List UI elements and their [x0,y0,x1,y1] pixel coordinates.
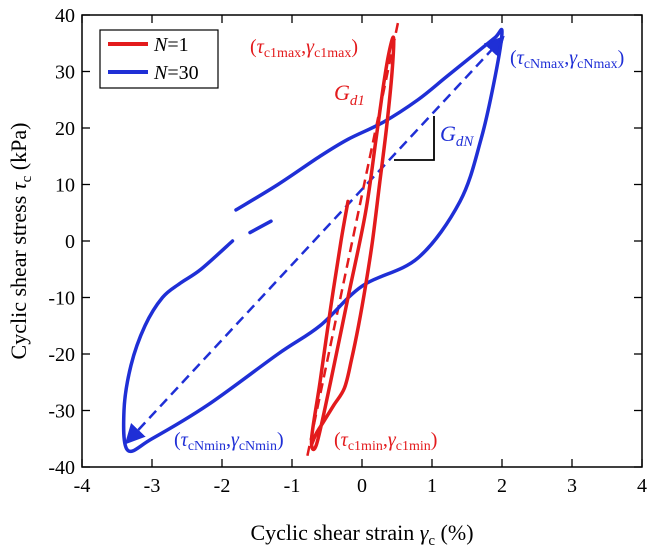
annot-red-min-close: ) [431,429,438,451]
x-tick-label: -4 [74,475,91,497]
annot-blue-min-close: ) [277,429,284,451]
y-tick-label: 30 [55,62,75,84]
annot-red-max-gamma-sub: c1max [314,46,351,61]
annotation-gd1: Gd1 [334,80,365,109]
annot-blue-min-open: ( [174,429,181,451]
annot-blue-min-sep: , [226,429,231,451]
x-tick-labels: -4 -3 -2 -1 0 1 2 3 4 [74,475,647,497]
y-tick-label: 20 [55,118,75,140]
x-axis-symbol: γ [420,520,430,545]
annot-blue-min-tau: τ [181,429,189,451]
annot-red-min-gamma: γ [388,429,397,451]
annot-red-max-tau: τ [257,36,265,58]
legend-n1-value: =1 [167,34,188,56]
annot-blue-min-gamma-sub: cNmin [239,439,277,454]
gd1-sub: d1 [350,93,365,109]
annot-red-max-open: ( [250,36,257,58]
annotation-red-max: (τc1max,γc1max) [250,36,358,61]
annotation-red-min: (τc1min,γc1min) [334,429,437,454]
x-axis-ticks [81,15,643,467]
y-axis-symbol-sub: c [19,175,35,182]
y-tick-labels: -40 -30 -20 -10 0 10 20 30 40 [48,5,75,479]
annot-blue-max-tau-sub: cNmax [524,57,564,72]
x-tick-label: 4 [637,475,647,497]
legend: N=1 N=30 [99,29,219,89]
annot-blue-max-sep: , [564,47,569,69]
annot-blue-max-gamma-sub: cNmax [577,57,617,72]
annot-blue-max-tau: τ [517,47,525,69]
x-tick-label: -2 [214,475,231,497]
legend-n1-symbol: N [153,34,169,56]
series-n30-loop [121,27,504,454]
y-axis-title: Cyclic shear stress τc (kPa) [6,123,35,360]
annot-red-min-open: ( [334,429,341,451]
y-tick-label: 40 [55,5,75,27]
annot-blue-min-tau-sub: cNmin [188,439,226,454]
annotation-gdn: GdN [440,121,474,150]
x-tick-label: 0 [357,475,367,497]
y-axis-ticks [82,14,642,468]
annot-blue-max-close: ) [618,47,625,69]
y-tick-label: -20 [48,344,75,366]
annot-blue-min-gamma: γ [231,429,240,451]
y-axis-symbol: τ [6,181,31,190]
series-n30-fragment [248,219,273,235]
x-axis-title-text: Cyclic shear strain [250,520,419,545]
series-n1-loop [309,35,396,452]
x-axis-unit: (%) [435,520,473,545]
slope-triangle [394,116,435,161]
x-tick-label: 2 [497,475,507,497]
x-axis-symbol-sub: c [428,533,435,549]
legend-box [99,29,219,89]
gdn-symbol: G [440,121,456,146]
y-tick-label: 0 [65,231,75,253]
legend-n30-value: =30 [167,62,198,84]
annot-red-min-tau-sub: c1min [348,439,383,454]
legend-label-n30: N=30 [153,62,199,84]
blue-dashed-secant-line [124,35,505,445]
annot-blue-max-open: ( [510,47,517,69]
legend-label-n1: N=1 [153,34,189,56]
legend-n30-symbol: N [153,62,169,84]
x-tick-label: -1 [284,475,301,497]
annot-blue-max-gamma: γ [569,47,578,69]
annotation-blue-max: (τcNmax,γcNmax) [510,47,624,72]
y-axis-unit: (kPa) [6,123,31,176]
x-tick-label: 1 [427,475,437,497]
annot-red-min-sep: , [383,429,388,451]
annotation-blue-min: (τcNmin,γcNmin) [174,429,284,454]
x-tick-label: 3 [567,475,577,497]
gd1-symbol: G [334,80,350,105]
y-tick-label: -10 [48,288,75,310]
annot-red-max-tau-sub: c1max [264,46,301,61]
y-axis-title-text: Cyclic shear stress [6,190,31,359]
y-tick-label: -30 [48,401,75,423]
gdn-sub: dN [456,134,475,150]
x-axis-title: Cyclic shear strain γc (%) [250,520,473,549]
annot-red-max-close: ) [351,36,358,58]
y-tick-label: -40 [48,457,75,479]
annot-red-max-sep: , [301,36,306,58]
annot-red-min-tau: τ [341,429,349,451]
annot-red-min-gamma-sub: c1min [396,439,431,454]
y-tick-label: 10 [55,175,75,197]
annot-red-max-gamma: γ [306,36,315,58]
x-tick-label: -3 [144,475,161,497]
